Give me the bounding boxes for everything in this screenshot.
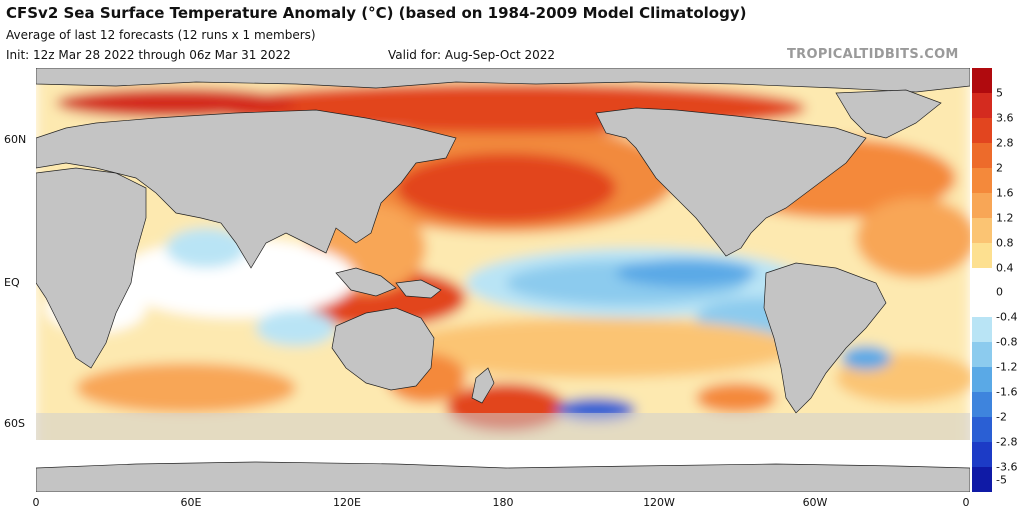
colorbar-label: 3.6 <box>996 111 1014 125</box>
colorbar-label: 0.4 <box>996 261 1014 275</box>
chart-title: CFSv2 Sea Surface Temperature Anomaly (°… <box>6 4 747 22</box>
colorbar-label: 2 <box>996 161 1003 175</box>
colorbar-label: 1.2 <box>996 211 1014 225</box>
lat-label-60s: 60S <box>4 417 25 430</box>
lon-label-0: 0 <box>32 496 40 509</box>
colorbar-label: 5 <box>996 86 1003 100</box>
colorbar-swatch <box>972 417 992 443</box>
colorbar-swatch <box>972 217 992 244</box>
colorbar-label: -2 <box>996 410 1007 424</box>
colorbar-swatch <box>972 467 992 493</box>
colorbar-swatch <box>972 242 992 269</box>
lat-label-60n: 60N <box>4 133 27 146</box>
colorbar-swatch <box>972 367 992 393</box>
colorbar-label: -1.6 <box>996 385 1018 399</box>
colorbar-swatch <box>972 392 992 418</box>
land-masses <box>36 68 970 492</box>
colorbar-swatch <box>972 267 992 293</box>
colorbar-label: -3.6 <box>996 460 1018 474</box>
colorbar-swatch <box>972 342 992 368</box>
colorbar-label: -1.2 <box>996 360 1018 374</box>
colorbar-swatch <box>972 117 992 144</box>
lon-label-60e: 60E <box>180 496 202 509</box>
colorbar-label: 2.8 <box>996 136 1014 150</box>
lon-label-0-east: 0 <box>962 496 970 509</box>
colorbar-swatch <box>972 167 992 194</box>
chart-subtitle: Average of last 12 forecasts (12 runs x … <box>6 28 316 42</box>
colorbar-swatch <box>972 142 992 169</box>
colorbar-label: 0 <box>996 285 1003 299</box>
colorbar-label: 1.6 <box>996 186 1014 200</box>
colorbar-label: -0.8 <box>996 335 1018 349</box>
init-time-label: Init: 12z Mar 28 2022 through 06z Mar 31… <box>6 48 291 62</box>
colorbar-swatch <box>972 68 992 94</box>
lon-label-180: 180 <box>492 496 514 509</box>
colorbar-label: 0.8 <box>996 236 1014 250</box>
colorbar-swatch <box>972 192 992 219</box>
valid-period-label: Valid for: Aug-Sep-Oct 2022 <box>388 48 556 62</box>
lat-label-eq: EQ <box>4 276 20 289</box>
colorbar-label: -2.8 <box>996 435 1018 449</box>
colorbar-swatch <box>972 317 992 343</box>
lon-label-60w: 60W <box>802 496 828 509</box>
colorbar-swatch <box>972 292 992 318</box>
colorbar-swatch <box>972 92 992 119</box>
lon-label-120e: 120E <box>333 496 361 509</box>
colorbar <box>972 68 992 493</box>
colorbar-label: -5 <box>996 473 1007 487</box>
colorbar-swatch <box>972 442 992 468</box>
sst-anomaly-map <box>36 68 970 492</box>
source-watermark: TROPICALTIDBITS.COM <box>787 47 959 62</box>
lon-label-120w: 120W <box>643 496 675 509</box>
colorbar-label: -0.4 <box>996 310 1018 324</box>
